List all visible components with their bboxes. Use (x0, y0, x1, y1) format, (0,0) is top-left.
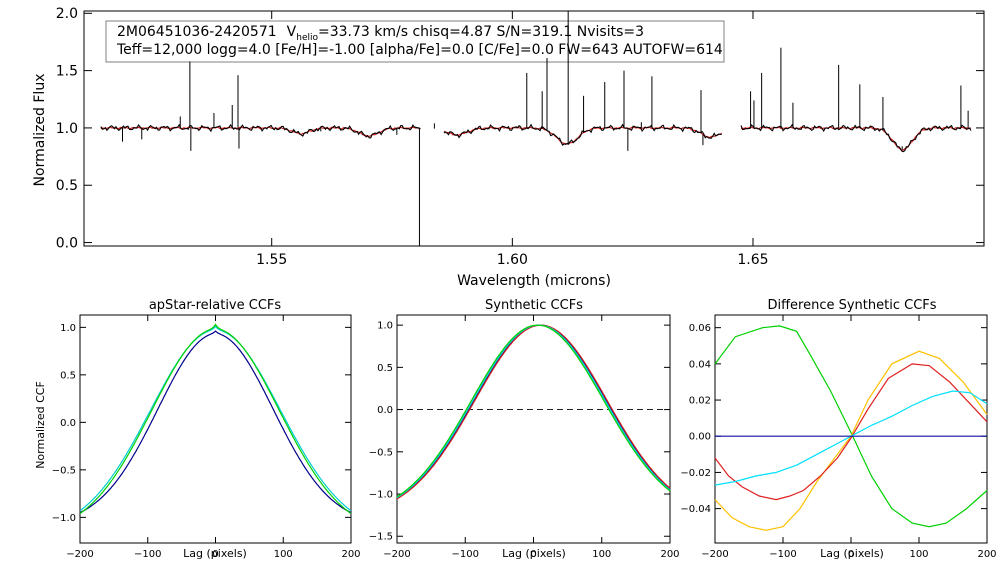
apstar-ccf-series-visit-2 (79, 325, 352, 512)
apstar-ccf-y-tick-label: −0.5 (52, 465, 76, 476)
spectrum-y-label: Normalized Flux (32, 74, 48, 187)
synthetic-ccf-title: Synthetic CCFs (485, 298, 583, 313)
difference-ccf-x-tick-label: 100 (909, 549, 928, 560)
difference-ccf-y-tick-label: −0.04 (680, 504, 711, 515)
spectrum-x-tick-label: 1.65 (737, 252, 768, 268)
spectrum-observed-chip-3 (740, 123, 972, 153)
difference-ccf-y-tick-label: 0.00 (689, 432, 711, 443)
spectrum-plot-frame (83, 10, 985, 247)
difference-ccf-x-tick-label: 200 (977, 549, 996, 560)
spectrum-y-tick-label: 1.5 (56, 64, 78, 80)
spectrum-model-chip-2 (443, 126, 723, 145)
synthetic-ccf-x-tick-label: 100 (592, 549, 611, 560)
spectrum-panel: Wavelength (microns) Normalized Flux 2M0… (32, 6, 985, 289)
synthetic-ccf-x-tick-label: 200 (660, 549, 679, 560)
difference-ccf-panel: Difference Synthetic CCFs Lag (pixels) −… (680, 298, 996, 560)
difference-ccf-y-tick-label: 0.02 (689, 396, 711, 407)
difference-ccf-series-green (714, 325, 988, 528)
spectrum-x-label: Wavelength (microns) (457, 273, 611, 289)
star-id: 2M06451036-2420571 (117, 24, 277, 40)
synthetic-ccf-series-visit-4 (396, 324, 671, 498)
apstar-ccf-title: apStar-relative CCFs (149, 298, 282, 313)
spectrum-info-stats: =33.73 km/s chisq=4.87 S/N=319.1 Nvisits… (318, 24, 644, 40)
difference-ccf-title: Difference Synthetic CCFs (767, 298, 936, 313)
spectrum-y-tick-label: 2.0 (56, 6, 78, 22)
difference-ccf-y-tick-label: −0.02 (680, 468, 711, 479)
synthetic-ccf-x-tick-label: −100 (452, 549, 479, 560)
synthetic-ccf-y-tick-label: −1.0 (369, 490, 393, 501)
difference-ccf-x-tick-label: −100 (769, 549, 796, 560)
synthetic-ccf-y-tick-label: 1.0 (377, 321, 393, 332)
synthetic-ccf-panel: Synthetic CCFs Lag (pixels) −200 −100 0 100… (369, 298, 680, 560)
difference-ccf-y-tick-label: 0.04 (689, 359, 711, 370)
apstar-ccf-x-tick-label: −200 (66, 549, 93, 560)
synthetic-ccf-x-tick-label: −200 (383, 549, 410, 560)
difference-ccf-y-tick-label: 0.06 (689, 323, 711, 334)
synthetic-ccf-y-tick-label: −1.5 (369, 532, 393, 543)
apstar-ccf-y-label: Normalized CCF (34, 381, 47, 469)
difference-ccf-x-label: Lag (pixels) (820, 547, 884, 560)
synthetic-ccf-x-tick-label: 0 (530, 549, 536, 560)
apstar-ccf-x-tick-label: −100 (134, 549, 161, 560)
synthetic-ccf-y-tick-label: 0.0 (377, 405, 393, 416)
spectrum-info-line-1: 2M06451036-2420571 Vhelio=33.73 km/s chis… (117, 24, 644, 43)
apstar-ccf-panel: apStar-relative CCFs Lag (pixels) Normal… (34, 298, 361, 560)
spectrum-x-tick-label: 1.55 (256, 252, 287, 268)
apstar-ccf-x-tick-label: 100 (274, 549, 293, 560)
spectrum-x-tick-label: 1.60 (497, 252, 528, 268)
apstar-ccf-y-tick-label: 1.0 (60, 323, 76, 334)
difference-ccf-x-tick-label: 0 (848, 549, 854, 560)
apstar-ccf-y-tick-label: 0.5 (60, 370, 76, 381)
difference-ccf-series-red (714, 363, 988, 501)
spectrum-observed-chip-2 (443, 123, 722, 147)
spectrum-y-tick-label: 1.0 (56, 121, 78, 137)
vhelio-subscript: helio (296, 33, 318, 43)
spectrum-y-tick-label: 0.5 (56, 178, 78, 194)
difference-ccf-x-tick-label: −200 (701, 549, 728, 560)
synthetic-ccf-y-tick-label: −0.5 (369, 447, 393, 458)
apstar-ccf-series-visit-1 (79, 330, 352, 514)
spectrum-info-line-2: Teff=12,000 logg=4.0 [Fe/H]=-1.00 [alpha… (116, 42, 723, 58)
vhelio-symbol: V (287, 24, 297, 40)
apstar-ccf-y-tick-label: −1.0 (52, 513, 76, 524)
apstar-ccf-x-tick-label: 200 (341, 549, 360, 560)
apstar-ccf-x-tick-label: 0 (212, 549, 218, 560)
synthetic-ccf-x-label: Lag (pixels) (502, 547, 566, 560)
apstar-ccf-y-tick-label: 0.0 (60, 418, 76, 429)
apstar-ccf-x-label: Lag (pixels) (183, 547, 247, 560)
difference-ccf-series-orange (714, 350, 988, 531)
apstar-ccf-series-visit-3 (79, 323, 352, 515)
spectrum-info-box (105, 20, 725, 63)
synthetic-ccf-y-tick-label: 0.5 (377, 363, 393, 374)
spectrum-observed-chip-1 (100, 123, 421, 139)
spectrum-y-tick-label: 0.0 (56, 235, 78, 251)
